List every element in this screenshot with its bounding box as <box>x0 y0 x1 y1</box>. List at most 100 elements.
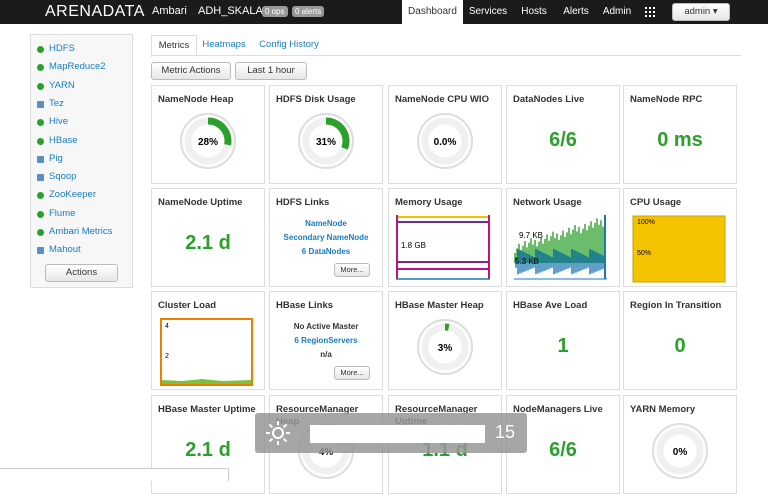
widget-title: HBase Ave Load <box>513 300 588 311</box>
gauge: 28% <box>180 113 236 169</box>
more-button[interactable]: More... <box>334 263 370 277</box>
service-link[interactable]: Ambari Metrics <box>49 226 113 237</box>
caret: ▾ <box>712 6 718 17</box>
user-name: admin <box>684 6 711 17</box>
widget-value: 0 <box>674 335 686 357</box>
sun-ray <box>282 437 288 443</box>
series-area <box>162 379 251 384</box>
widget: CPU Usage 100% 50% <box>623 188 737 287</box>
link-item[interactable]: Secondary NameNode <box>283 233 369 242</box>
status-icon <box>37 119 44 127</box>
widget-title: NameNode Heap <box>158 94 234 105</box>
status-icon <box>37 46 44 53</box>
widget-value: 2.1 d <box>185 439 231 461</box>
widget: NameNode Heap 28% <box>151 85 265 184</box>
widget: DataNodes Live 6/6 <box>506 85 620 184</box>
service-link[interactable]: Flume <box>49 207 76 219</box>
sun-ray <box>268 437 274 443</box>
mini-chart: 9.7 KB 5.3 KB <box>514 215 607 280</box>
widget-title: Cluster Load <box>158 300 217 311</box>
widget-title: NodeManagers Live <box>513 404 603 415</box>
status-icon <box>37 64 44 72</box>
service-link[interactable]: Mahout <box>49 244 81 256</box>
axis-label: 9.7 KB <box>519 231 543 240</box>
logo: ARENADATA <box>45 3 145 20</box>
service-link[interactable]: Sqoop <box>49 171 77 183</box>
gauge-arc <box>421 323 469 371</box>
mini-chart: 100% 50% <box>632 215 726 283</box>
widget-value: 2.1 d <box>185 232 231 254</box>
content-tab[interactable]: Config History <box>259 39 319 50</box>
widget-title: HBase Master Heap <box>395 300 484 311</box>
widget-value: 1 <box>557 335 569 357</box>
widget-title: YARN Memory <box>630 404 696 415</box>
service-link[interactable]: HBase <box>49 134 78 146</box>
nav-tab[interactable]: Dashboard <box>402 0 463 24</box>
service-link[interactable]: MapReduce2 <box>49 61 106 73</box>
sun-ray <box>282 423 288 429</box>
mini-chart: 1.8 GB <box>396 215 490 280</box>
status-icon <box>37 229 44 236</box>
link-item[interactable]: NameNode <box>305 219 347 228</box>
gauge-ring <box>298 113 354 169</box>
service-link[interactable]: Hive <box>49 116 69 128</box>
status-icon <box>37 100 44 108</box>
cluster-name: ADH_SKALA <box>198 5 263 17</box>
link-item[interactable]: 6 RegionServers <box>294 336 358 345</box>
link-item[interactable]: 6 DataNodes <box>301 247 351 256</box>
nav-tab[interactable]: Hosts <box>521 6 547 17</box>
service-link[interactable]: HDFS <box>49 43 75 54</box>
user-button[interactable]: admin ▾ <box>672 3 730 21</box>
bottom-bar <box>0 468 229 481</box>
content-tab[interactable]: Heatmaps <box>202 39 246 50</box>
widget: HDFS Disk Usage 31% <box>269 85 383 184</box>
content-tab[interactable]: Metrics <box>151 35 197 57</box>
widget-title: NameNode Uptime <box>158 197 243 208</box>
status-icon <box>37 247 44 255</box>
service-link[interactable]: Tez <box>49 97 64 109</box>
service-link[interactable]: Pig <box>49 152 63 164</box>
widget-title: HDFS Disk Usage <box>276 94 356 105</box>
gauge: 3% <box>417 319 473 375</box>
metric-actions[interactable]: Metric Actions <box>151 62 231 80</box>
gauge-arc <box>302 117 350 165</box>
widget-value: 6/6 <box>549 129 577 151</box>
series-area <box>632 215 726 283</box>
gauge-ring <box>652 423 708 479</box>
widget: NameNode CPU WIO 0.0% <box>388 85 502 184</box>
widget: Cluster Load 4 2 <box>151 291 265 390</box>
axis-label: 50% <box>637 250 651 257</box>
status-icon <box>37 192 44 200</box>
status-icon <box>37 82 44 90</box>
widget: NameNode RPC 0 ms <box>623 85 737 184</box>
gauge-arc <box>184 117 232 165</box>
gauge-ring <box>180 113 236 169</box>
tab-rule <box>151 55 741 56</box>
brightness-level: 15 <box>495 422 516 442</box>
service-link[interactable]: ZooKeeper <box>49 189 97 201</box>
alerts-badge[interactable]: 0 alerts <box>292 6 325 17</box>
widget-title: HDFS Links <box>276 197 330 208</box>
time-range[interactable]: Last 1 hour <box>235 62 307 80</box>
nav-tab[interactable]: Admin <box>602 6 632 17</box>
gauge: 0.0% <box>417 113 473 169</box>
link-item: No Active Master <box>293 322 359 331</box>
service-link[interactable]: YARN <box>49 79 75 91</box>
nav-tab[interactable]: Alerts <box>563 6 589 17</box>
axis-label: 4 <box>165 323 169 330</box>
app-name: Ambari <box>152 5 187 17</box>
link-item: n/a <box>320 350 332 359</box>
apps-icon[interactable] <box>645 7 655 17</box>
widget-value: 0 ms <box>657 129 703 151</box>
more-button[interactable]: More... <box>334 366 370 380</box>
nav-tab[interactable]: Services <box>468 6 508 17</box>
actions-button[interactable]: Actions <box>45 264 118 282</box>
widget-title: HBase Master Uptime <box>158 404 256 415</box>
widget-title: Memory Usage <box>395 197 463 208</box>
gauge-label: 3% <box>438 343 453 354</box>
ops-badge[interactable]: 0 ops <box>262 6 288 17</box>
widget: Region In Transition 0 <box>623 291 737 390</box>
gauge-label: 0% <box>673 447 688 458</box>
widget: NameNode Uptime 2.1 d <box>151 188 265 287</box>
gauge-ring <box>417 113 473 169</box>
